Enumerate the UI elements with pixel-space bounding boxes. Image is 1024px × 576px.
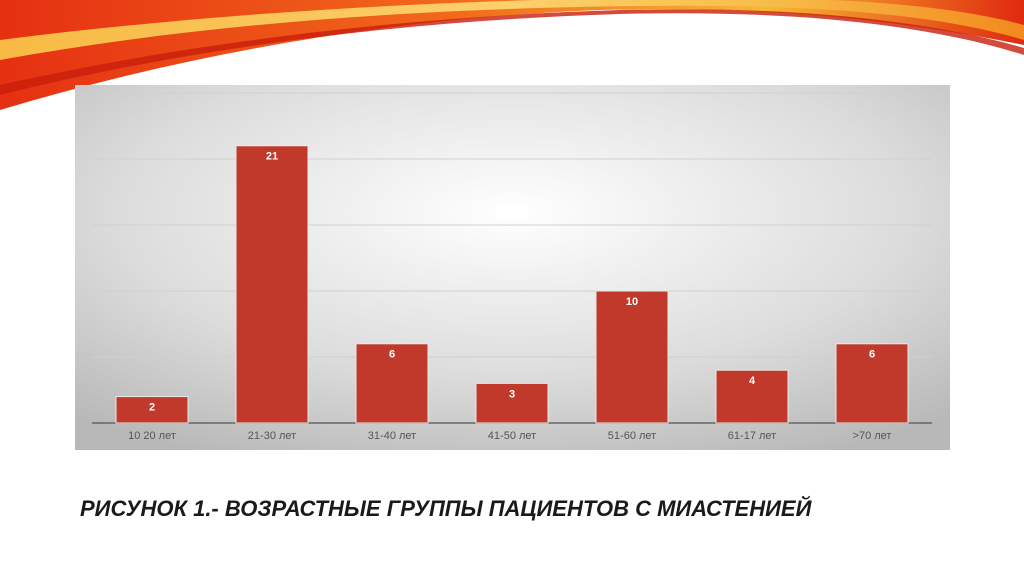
decor-swoosh — [0, 0, 1024, 110]
bar — [115, 396, 189, 424]
value-label: 2 — [149, 402, 155, 414]
value-label: 21 — [266, 151, 278, 163]
x-tick-label: 51-60 лет — [608, 430, 656, 442]
x-tick-label: 41-50 лет — [488, 430, 536, 442]
bar — [355, 343, 429, 424]
bar — [595, 290, 669, 424]
bar — [715, 369, 789, 424]
bar — [235, 145, 309, 424]
value-label: 6 — [869, 349, 875, 361]
value-label: 6 — [389, 349, 395, 361]
chart-title: РИСУНОК 1.- ВОЗРАСТНЫЕ ГРУППЫ ПАЦИЕНТОВ … — [80, 495, 813, 521]
x-tick-label: 10 20 лет — [128, 430, 176, 442]
x-tick-label: 61-17 лет — [728, 430, 776, 442]
bar — [835, 343, 909, 424]
value-label: 10 — [626, 296, 638, 308]
x-tick-label: 31-40 лет — [368, 430, 416, 442]
x-tick-label: 21-30 лет — [248, 430, 296, 442]
x-tick-label: >70 лет — [853, 430, 892, 442]
value-label: 3 — [509, 388, 515, 400]
value-label: 4 — [749, 375, 756, 387]
bar — [475, 382, 549, 424]
